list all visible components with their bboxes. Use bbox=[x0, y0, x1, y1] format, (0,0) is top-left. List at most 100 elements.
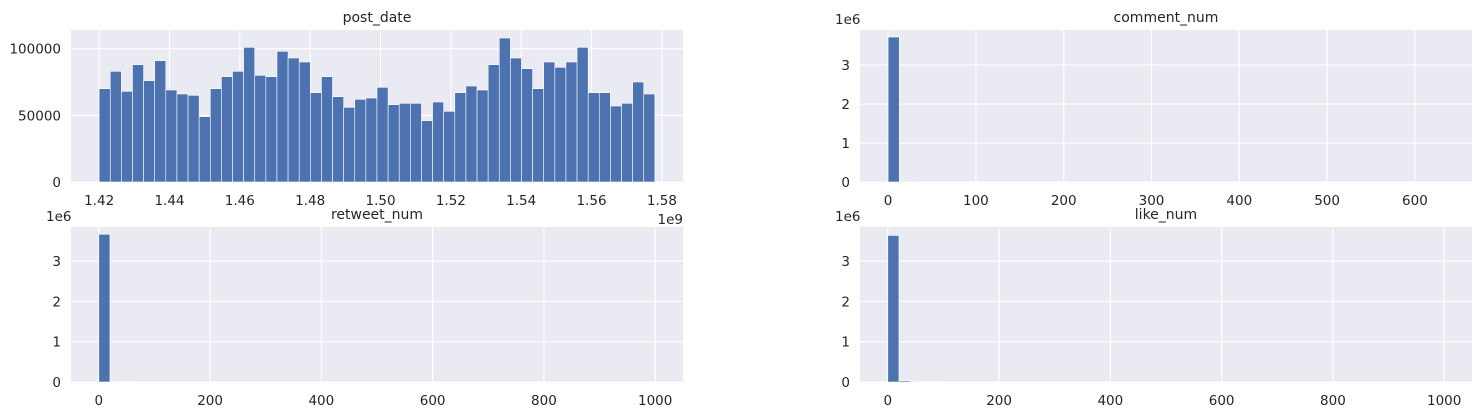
histogram-bar bbox=[343, 107, 356, 183]
histogram-bar bbox=[154, 60, 167, 183]
x-tick-label: 1.42 bbox=[84, 193, 114, 209]
x-tick-label: 400 bbox=[308, 393, 334, 409]
histogram-bar bbox=[332, 96, 344, 183]
histogram-bar bbox=[532, 88, 545, 183]
histogram-bar bbox=[521, 68, 533, 183]
histogram-bar bbox=[232, 71, 244, 183]
histogram-bar bbox=[221, 76, 233, 183]
x-tick-label: 1.46 bbox=[225, 193, 255, 209]
subplot-like-num: like_num 0 200 400 600 800 1000 0 1 2 3 1e6 bbox=[835, 207, 1472, 409]
histogram-bar bbox=[621, 103, 633, 183]
x-tick-label: 1.48 bbox=[295, 193, 325, 209]
histogram-bar bbox=[576, 47, 589, 183]
y-tick-label: 50000 bbox=[18, 108, 61, 124]
y-offset-label: 1e6 bbox=[835, 209, 860, 225]
histogram-bar bbox=[265, 76, 278, 183]
x-tick-label: 0 bbox=[95, 393, 104, 409]
histogram-bar bbox=[187, 95, 200, 183]
histogram-bar bbox=[298, 61, 311, 183]
histogram-bar bbox=[443, 111, 456, 183]
histogram-bar bbox=[510, 57, 522, 183]
histogram-bar bbox=[109, 71, 122, 183]
histogram-bar bbox=[587, 92, 600, 183]
y-tick-label: 1 bbox=[841, 335, 850, 351]
histogram-bars bbox=[887, 36, 1000, 183]
subplot-retweet-num: retweet_num 0 200 400 600 800 1000 0 1 2 3 1e6 bbox=[46, 207, 683, 409]
histogram-bar bbox=[243, 47, 256, 183]
histogram-bar bbox=[887, 235, 900, 383]
subplot-title: comment_num bbox=[1114, 10, 1219, 26]
histogram-bar bbox=[287, 57, 300, 183]
x-offset-label: 1e9 bbox=[658, 212, 683, 228]
histogram-bar bbox=[410, 103, 422, 183]
x-tick-label: 1.50 bbox=[365, 193, 395, 209]
histogram-bar bbox=[121, 91, 133, 183]
y-tick-label: 3 bbox=[841, 254, 850, 270]
y-tick-label: 2 bbox=[52, 294, 61, 310]
x-tick-label: 600 bbox=[1402, 193, 1428, 209]
histogram-bar bbox=[632, 81, 645, 183]
x-tick-label: 300 bbox=[1139, 193, 1165, 209]
y-offset-label: 1e6 bbox=[46, 209, 71, 225]
histogram-bar bbox=[98, 233, 111, 383]
histogram-bar bbox=[310, 92, 322, 183]
y-tick-label: 2 bbox=[841, 294, 850, 310]
histogram-bar bbox=[643, 93, 656, 183]
histogram-bar bbox=[376, 87, 389, 183]
y-tick-label: 100000 bbox=[9, 42, 61, 58]
histogram-bars bbox=[98, 37, 656, 183]
y-tick-label: 0 bbox=[841, 175, 850, 191]
x-tick-label: 1000 bbox=[1427, 393, 1461, 409]
histogram-bar bbox=[176, 93, 189, 183]
histogram-bar bbox=[421, 120, 433, 183]
histogram-bars bbox=[98, 233, 189, 383]
histogram-bar bbox=[565, 61, 578, 183]
x-tick-label: 800 bbox=[531, 393, 557, 409]
histogram-bar bbox=[432, 101, 444, 183]
histogram-bar bbox=[276, 51, 289, 183]
plot-area bbox=[860, 30, 1472, 182]
x-tick-label: 600 bbox=[420, 393, 446, 409]
subplot-title: like_num bbox=[1135, 207, 1197, 223]
histogram-bar bbox=[554, 67, 567, 183]
x-tick-label: 100 bbox=[963, 193, 989, 209]
y-tick-label: 0 bbox=[841, 375, 850, 391]
histogram-bar bbox=[598, 92, 611, 183]
plot-area bbox=[860, 227, 1472, 382]
x-tick-label: 200 bbox=[986, 393, 1012, 409]
plot-area bbox=[71, 227, 683, 382]
x-tick-label: 200 bbox=[197, 393, 223, 409]
histogram-bar bbox=[543, 61, 556, 183]
y-tick-label: 3 bbox=[841, 58, 850, 74]
x-tick-label: 1.44 bbox=[154, 193, 184, 209]
x-tick-label: 800 bbox=[1320, 393, 1346, 409]
histogram-bars bbox=[887, 235, 1000, 383]
subplot-comment-num: comment_num 0 100 200 300 400 500 600 0 1 2 3 1e6 bbox=[835, 10, 1472, 209]
subplot-title: post_date bbox=[343, 10, 412, 26]
y-tick-label: 0 bbox=[52, 175, 61, 191]
histogram-bar bbox=[321, 76, 333, 183]
y-tick-label: 3 bbox=[52, 254, 61, 270]
subplot-post-date: post_date 1.42 1.44 1.46 1.48 1.50 1.52 1.54 1.5… bbox=[9, 10, 683, 228]
histogram-bar bbox=[165, 89, 178, 183]
histogram-bar bbox=[465, 85, 478, 183]
y-tick-label: 1 bbox=[52, 335, 61, 351]
histogram-bar bbox=[398, 103, 411, 183]
histogram-bar bbox=[143, 80, 156, 183]
x-tick-label: 400 bbox=[1097, 393, 1123, 409]
histogram-bar bbox=[98, 88, 111, 183]
y-offset-label: 1e6 bbox=[835, 12, 860, 28]
y-tick-label: 0 bbox=[52, 375, 61, 391]
histogram-bar bbox=[898, 380, 911, 383]
histogram-bar bbox=[198, 116, 211, 183]
x-tick-label: 1.54 bbox=[506, 193, 536, 209]
x-tick-label: 1.58 bbox=[647, 193, 677, 209]
x-tick-label: 200 bbox=[1051, 193, 1077, 209]
histogram-bar bbox=[487, 64, 500, 183]
histogram-bar bbox=[387, 104, 400, 183]
x-tick-label: 400 bbox=[1226, 193, 1252, 209]
histogram-bar bbox=[454, 92, 467, 183]
x-tick-label: 500 bbox=[1314, 193, 1340, 209]
y-tick-label: 2 bbox=[841, 97, 850, 113]
